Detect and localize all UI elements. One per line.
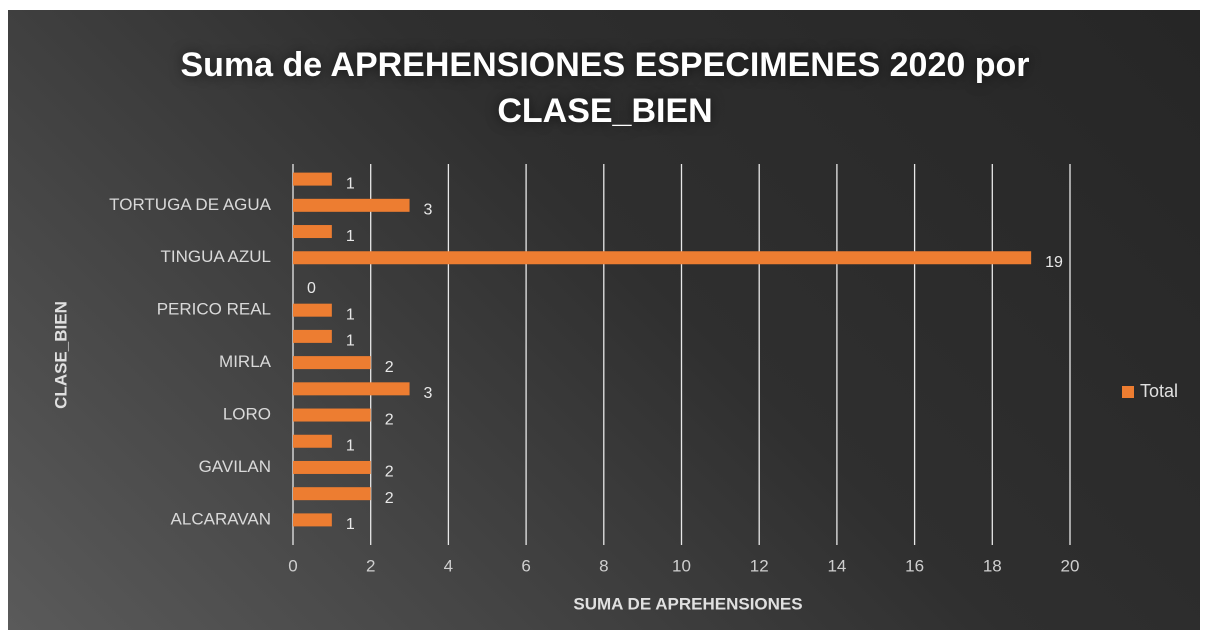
x-tick-label: 0	[288, 556, 297, 575]
x-tick-label: 12	[750, 556, 769, 575]
y-tick-label: LORO	[223, 405, 271, 424]
bar	[293, 172, 332, 186]
data-label: 1	[346, 175, 355, 192]
x-tick-label: 2	[366, 556, 375, 575]
y-tick-label: PERICO REAL	[157, 300, 271, 319]
data-label: 1	[346, 333, 355, 350]
data-label: 2	[385, 464, 394, 481]
x-tick-label: 4	[444, 556, 453, 575]
y-tick-label: MIRLA	[219, 352, 272, 371]
x-tick-label: 18	[983, 556, 1002, 575]
data-label: 3	[424, 202, 433, 219]
x-tick-label: 8	[599, 556, 608, 575]
data-label: 3	[424, 385, 433, 402]
data-label: 1	[346, 437, 355, 454]
y-axis-label: CLASE_BIEN	[51, 301, 70, 409]
x-tick-label: 16	[905, 556, 924, 575]
y-tick-label: TORTUGA DE AGUA	[109, 195, 272, 214]
bar	[293, 225, 332, 239]
x-axis-label: SUMA DE APREHENSIONES	[573, 594, 802, 613]
bar	[293, 487, 371, 501]
x-tick-label: 6	[521, 556, 530, 575]
data-label: 2	[385, 411, 394, 428]
bar	[293, 434, 332, 448]
data-label: 2	[385, 490, 394, 507]
bar	[293, 198, 410, 212]
data-label: 2	[385, 359, 394, 376]
y-tick-label: TINGUA AZUL	[160, 247, 271, 266]
bar	[293, 513, 332, 527]
bar	[293, 356, 371, 370]
y-tick-label: ALCARAVAN	[171, 509, 271, 528]
x-tick-label: 20	[1061, 556, 1080, 575]
x-tick-label: 10	[672, 556, 691, 575]
data-label: 0	[307, 280, 316, 297]
x-tick-label: 14	[827, 556, 846, 575]
data-label: 1	[346, 228, 355, 245]
chart-title: Suma de APREHENSIONES ESPECIMENES 2020 p…	[180, 46, 1030, 130]
bar	[293, 408, 371, 422]
bar	[293, 329, 332, 343]
y-tick-label: GAVILAN	[199, 457, 271, 476]
bar	[293, 251, 1032, 265]
data-label: 1	[346, 306, 355, 323]
data-label: 1	[346, 516, 355, 533]
bar	[293, 460, 371, 474]
legend-swatch	[1122, 386, 1134, 398]
legend-label: Total	[1140, 381, 1178, 401]
data-label: 19	[1045, 254, 1063, 271]
bar	[293, 382, 410, 396]
bar	[293, 303, 332, 317]
